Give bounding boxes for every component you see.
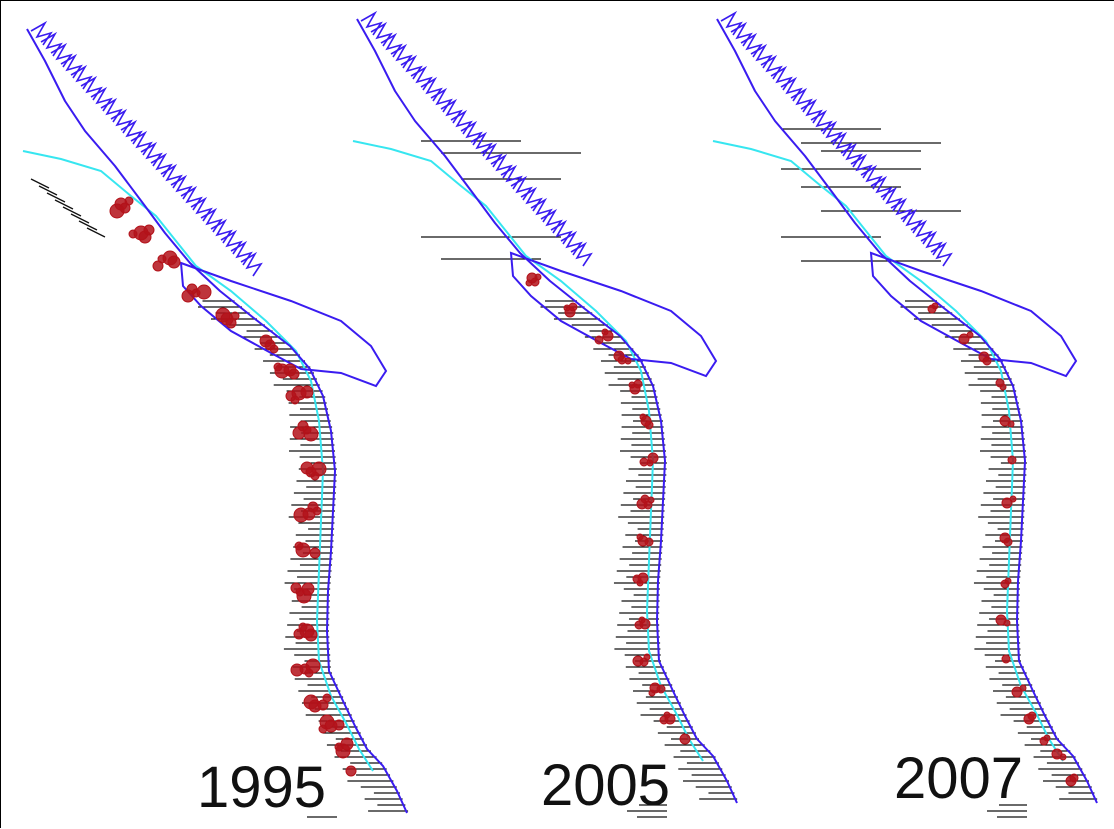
- map-panel-1: [22, 20, 409, 818]
- island-outline-3: [869, 251, 1078, 378]
- survey-tracks-1: [30, 178, 409, 818]
- shelf-contour-2: [352, 140, 704, 762]
- shelf-contour-3: [712, 140, 1064, 762]
- coastline-2: [356, 18, 738, 804]
- map-panel-3: [712, 10, 1098, 818]
- catch-markers-1: [109, 196, 357, 777]
- survey-tracks-2: [421, 140, 738, 818]
- coastline-3: [716, 18, 1098, 804]
- catch-markers-2: [525, 272, 691, 745]
- shelf-contour-1: [22, 150, 374, 772]
- survey-tracks-3: [781, 128, 1098, 818]
- island-outline-2: [509, 251, 718, 378]
- fjord-coast-3: [720, 10, 953, 267]
- catch-markers-3: [927, 302, 1079, 787]
- map-panel-2: [352, 10, 738, 818]
- panel-year-label-1995: 1995: [197, 755, 327, 820]
- fjord-coast-2: [360, 10, 593, 267]
- island-outline-1: [179, 261, 388, 388]
- fjord-coast-1: [30, 20, 263, 277]
- coastline-1: [26, 28, 408, 814]
- panel-year-label-2005: 2005: [541, 753, 671, 818]
- panel-year-label-2007: 2007: [894, 746, 1024, 811]
